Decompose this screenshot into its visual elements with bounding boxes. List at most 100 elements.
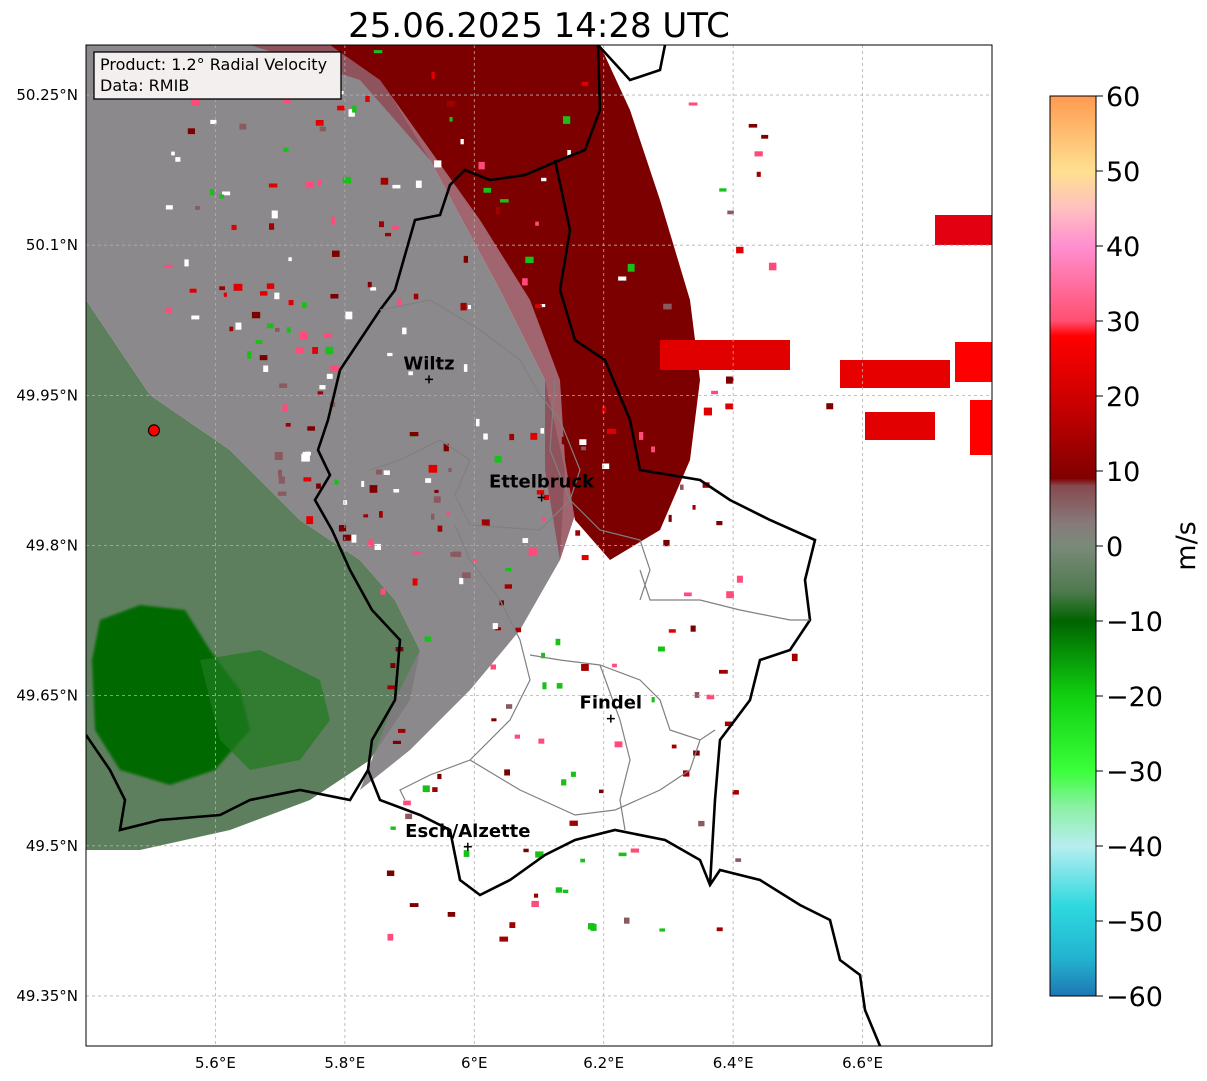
echo-speckle [165, 205, 173, 210]
echo-streak [935, 215, 992, 245]
echo-speckle [277, 491, 287, 496]
echo-speckle [478, 161, 485, 170]
map-frame [85, 44, 993, 1047]
echo-speckle [515, 627, 522, 633]
echo-speckle [791, 653, 798, 662]
echo-speckle [286, 327, 291, 333]
colorbar-tick-label: 50 [1106, 157, 1140, 188]
echo-speckle [542, 682, 547, 690]
echo-speckle [409, 903, 419, 907]
echo-speckle [747, 318, 754, 323]
canton-boundary [599, 664, 631, 831]
echo-speckle [528, 548, 537, 557]
lon-tick-label: 6.2°E [583, 1054, 624, 1072]
echo-speckle [191, 98, 200, 106]
lat-tick-label: 49.35°N [16, 987, 78, 1005]
echo-speckle [509, 922, 516, 928]
echo-speckle [251, 311, 261, 319]
echo-speckle [509, 433, 515, 441]
echo-speckle [433, 496, 441, 503]
city-label: Wiltz [403, 353, 454, 374]
colorbar-tick-label: 30 [1106, 307, 1140, 338]
echo-speckle [543, 494, 549, 501]
echo-speckle [602, 406, 606, 413]
echo-speckle [541, 652, 545, 659]
echo-speckle [370, 287, 377, 291]
city-label: Ettelbruck [489, 471, 595, 492]
echo-speckle [233, 283, 243, 291]
echo-speckle [463, 850, 470, 857]
echo-speckle [463, 364, 468, 372]
echo-speckle [522, 278, 528, 286]
city-label: Esch/Alzette [405, 821, 530, 842]
echo-speckle [307, 426, 315, 431]
echo-speckle [259, 355, 268, 361]
echo-speckle [644, 542, 652, 546]
city-wiltz: Wiltz [403, 353, 455, 384]
lat-tick-label: 49.8°N [26, 537, 78, 555]
echo-speckle [342, 176, 352, 184]
echo-speckle [283, 98, 291, 103]
echo-speckle [581, 446, 587, 451]
national-border [553, 159, 817, 886]
echo-speckle [184, 259, 189, 267]
echo-speckle [431, 513, 435, 520]
echo-speckle [599, 789, 604, 794]
echo-speckle [522, 538, 529, 543]
echo-speckle [690, 625, 696, 632]
echo-speckle [481, 519, 490, 527]
echo-speckle [402, 327, 407, 335]
echo-speckle [434, 160, 442, 168]
echo-speckle [706, 694, 715, 700]
echo-speckle [425, 478, 432, 483]
echo-speckle [268, 183, 278, 188]
echo-speckle [368, 538, 373, 547]
colorbar-ramp [1049, 95, 1097, 997]
echo-speckle [266, 323, 274, 329]
echo-speckle [247, 351, 252, 359]
echo-speckle [374, 543, 381, 550]
echo-speckle [352, 105, 357, 113]
colorbar: 60 50 40 30 20 10 0 −10 −20 −30 −40 −50 −60 m/s [1049, 82, 1202, 1013]
echo-speckle [736, 246, 744, 254]
info-data-source: Data: RMIB [100, 76, 189, 95]
echo-speckle [556, 683, 563, 689]
echo-speckle [580, 858, 585, 863]
echo-speckle [437, 525, 443, 532]
echo-speckle [694, 692, 700, 698]
city-ettelbruck: Ettelbruck [489, 471, 595, 502]
echo-speckle [318, 180, 322, 186]
colorbar-tick-label: 40 [1106, 232, 1140, 263]
echo-speckle [269, 223, 275, 230]
national-border [86, 734, 370, 832]
echo-speckle [505, 568, 512, 572]
echo-speckle [415, 180, 422, 188]
echo-speckle [585, 637, 590, 642]
colorbar-tick-label: −60 [1106, 982, 1163, 1013]
echo-speckle [683, 770, 690, 777]
echo-speckle [285, 423, 291, 427]
echo-speckle [732, 790, 739, 795]
canton-boundary [399, 524, 531, 801]
echo-speckle [715, 570, 723, 574]
echo-speckle [668, 514, 672, 522]
echo-speckle [555, 887, 563, 893]
echo-speckle [398, 728, 406, 733]
echo-speckle [561, 779, 567, 786]
radar-site-marker [147, 424, 161, 437]
echo-speckle [288, 257, 292, 262]
echo-speckle [326, 373, 333, 379]
echo-speckle [736, 575, 743, 583]
echo-speckle [306, 516, 314, 525]
echo-speckle [483, 433, 488, 440]
echo-speckle [319, 126, 326, 132]
echo-speckle [279, 383, 288, 388]
echo-speckle [711, 390, 718, 395]
echo-speckle [398, 298, 402, 306]
echo-speckle [612, 663, 617, 668]
echo-speckle [716, 521, 723, 526]
echo-speckle [166, 307, 172, 314]
echo-speckle [561, 436, 567, 445]
echo-speckle [380, 588, 386, 595]
echo-speckle [463, 255, 468, 263]
